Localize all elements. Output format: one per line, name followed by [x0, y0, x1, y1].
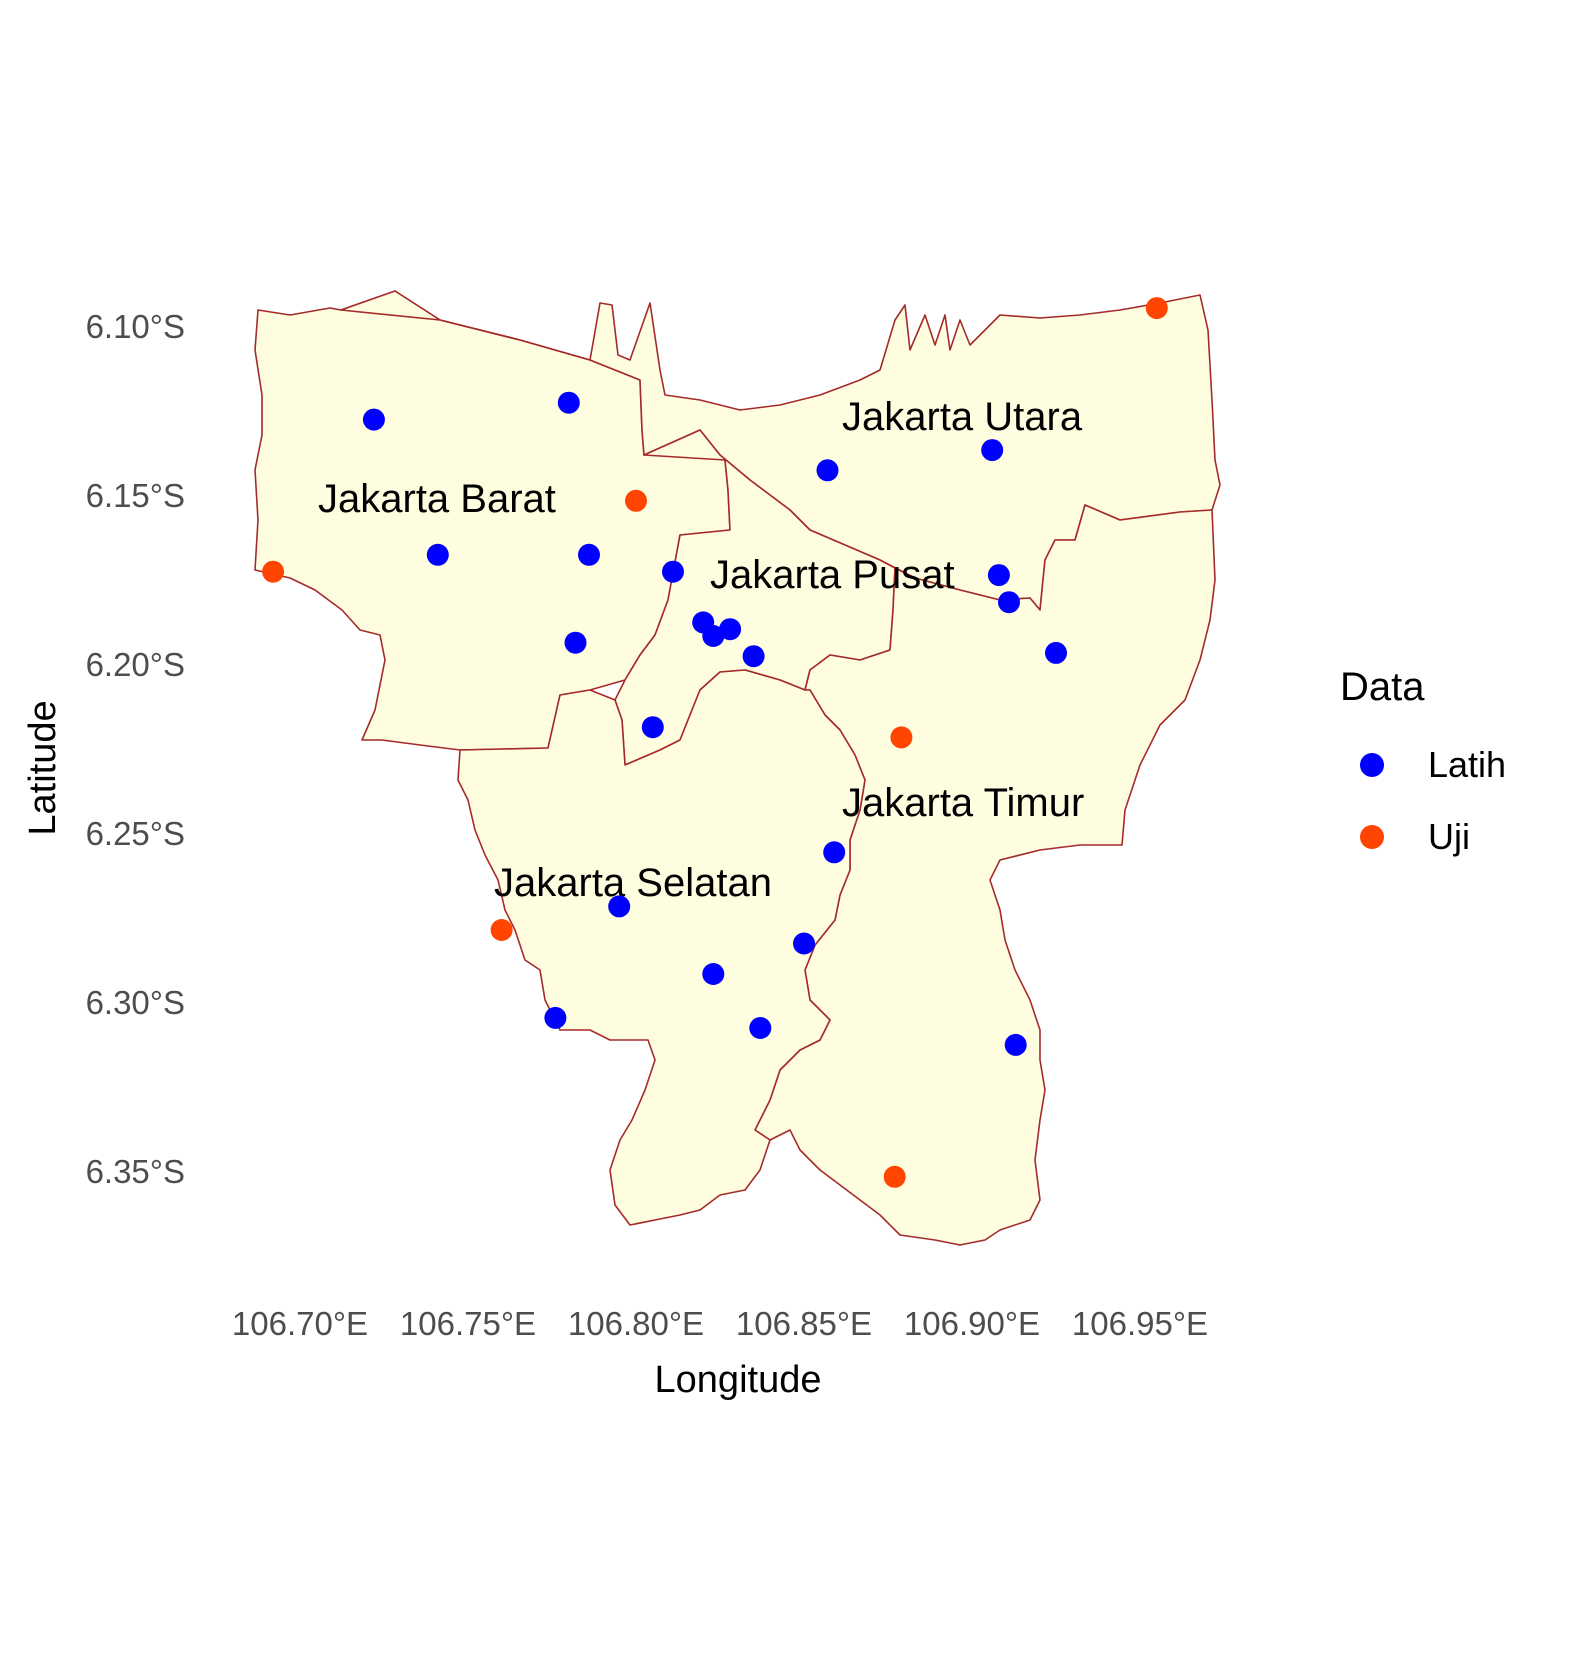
data-point-latih: [557, 391, 580, 414]
legend-title: Data: [1340, 665, 1425, 709]
region-label-barat: Jakarta Barat: [318, 477, 556, 521]
x-tick-label: 106.90°E: [904, 1305, 1040, 1342]
regions-layer: [254, 290, 1221, 1246]
region-jakarta-selatan: [457, 669, 866, 1226]
y-tick-label: 6.35°S: [86, 1153, 185, 1190]
data-point-latih: [793, 932, 815, 955]
data-point-latih: [1004, 1033, 1027, 1056]
data-point-latih: [981, 439, 1004, 462]
data-point-latih: [702, 963, 725, 985]
data-point-latih: [749, 1017, 772, 1039]
x-tick-label: 106.85°E: [736, 1305, 872, 1342]
data-point-latih: [742, 645, 765, 668]
data-point-latih: [823, 841, 846, 864]
data-point-latih: [719, 618, 742, 641]
y-tick-label: 6.20°S: [86, 646, 185, 683]
data-point-latih: [702, 625, 725, 647]
data-point-latih: [564, 631, 587, 654]
data-point-latih: [362, 408, 385, 431]
data-point-latih: [608, 895, 631, 918]
data-point-latih: [578, 543, 600, 566]
legend-swatch-latih: [1360, 753, 1384, 777]
data-point-uji: [490, 919, 513, 941]
data-point-uji: [262, 560, 285, 583]
data-point-latih: [987, 564, 1010, 587]
region-label-utara: Jakarta Utara: [842, 395, 1083, 439]
region-label-pusat: Jakarta Pusat: [710, 553, 955, 597]
y-tick-label: 6.15°S: [86, 477, 185, 514]
y-tick-label: 6.25°S: [86, 815, 185, 852]
legend-label-uji: Uji: [1428, 816, 1470, 857]
data-point-uji: [625, 489, 647, 512]
x-axis-ticks: 106.70°E 106.75°E 106.80°E 106.85°E 106.…: [232, 1305, 1208, 1342]
x-tick-label: 106.75°E: [400, 1305, 536, 1342]
data-point-uji: [883, 1165, 906, 1188]
data-point-latih: [426, 543, 449, 566]
y-axis-ticks: 6.10°S 6.15°S 6.20°S 6.25°S 6.30°S 6.35°…: [86, 308, 185, 1190]
x-tick-label: 106.80°E: [568, 1305, 704, 1342]
region-label-timur: Jakarta Timur: [842, 781, 1084, 825]
data-point-uji: [1145, 297, 1168, 320]
legend: Data Latih Uji: [1340, 665, 1506, 857]
legend-label-latih: Latih: [1428, 744, 1506, 785]
y-axis-title: Latitude: [22, 700, 64, 835]
data-point-latih: [641, 716, 664, 739]
data-point-latih: [544, 1006, 567, 1029]
x-tick-label: 106.95°E: [1072, 1305, 1208, 1342]
data-point-latih: [816, 459, 839, 482]
data-point-latih: [998, 591, 1020, 614]
legend-swatch-uji: [1360, 825, 1384, 849]
x-tick-label: 106.70°E: [232, 1305, 368, 1342]
region-label-selatan: Jakarta Selatan: [494, 861, 772, 905]
region-labels: Jakarta Utara Jakarta Barat Jakarta Pusa…: [318, 395, 1084, 905]
y-tick-label: 6.30°S: [86, 984, 185, 1021]
data-point-latih: [1045, 641, 1067, 664]
points-layer: [262, 297, 1168, 1188]
data-point-latih: [662, 560, 684, 583]
x-axis-title: Longitude: [655, 1359, 822, 1401]
data-point-uji: [890, 726, 913, 749]
y-tick-label: 6.10°S: [86, 308, 185, 345]
